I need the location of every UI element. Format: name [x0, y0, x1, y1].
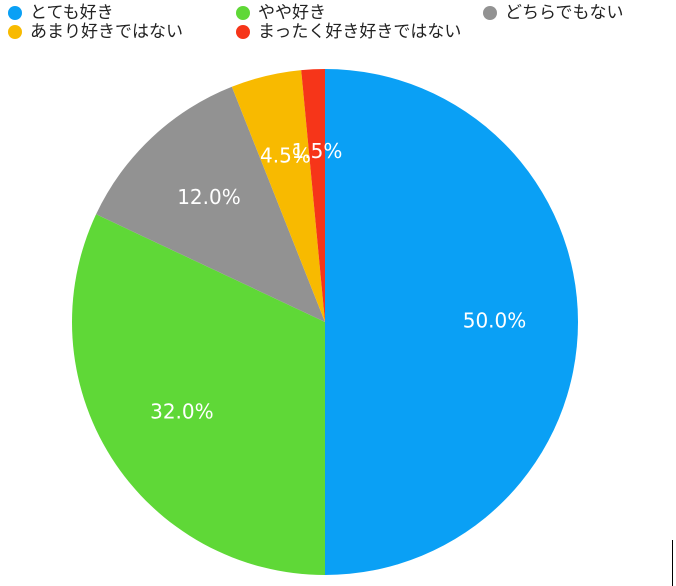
pie-slice [231, 70, 325, 322]
data-label: 4.5% [260, 144, 311, 168]
legend-swatch [483, 6, 497, 20]
legend-label: とても好き [30, 3, 114, 23]
legend-label: まったく好き好きではない [258, 22, 461, 42]
data-label: 32.0% [150, 399, 214, 423]
pie-slice [71, 214, 326, 575]
data-label: 50.0% [463, 309, 527, 333]
data-label: 12.0% [177, 185, 241, 209]
legend-label: どちらでもない [505, 3, 624, 23]
pie: 50.0% 32.0% 12.0% 4.5%1.5% [71, 69, 578, 575]
legend-label: やや好き [258, 3, 326, 23]
data-label: 1.5% [292, 139, 343, 163]
pie-slice [301, 69, 325, 322]
pie-slice [96, 86, 325, 323]
legend-swatch [236, 6, 250, 20]
legend-swatch [8, 6, 22, 20]
pie-slice [325, 69, 578, 575]
legend-swatch [236, 25, 250, 39]
legend-label: あまり好きではない [30, 22, 183, 42]
legend-swatch [8, 25, 22, 39]
